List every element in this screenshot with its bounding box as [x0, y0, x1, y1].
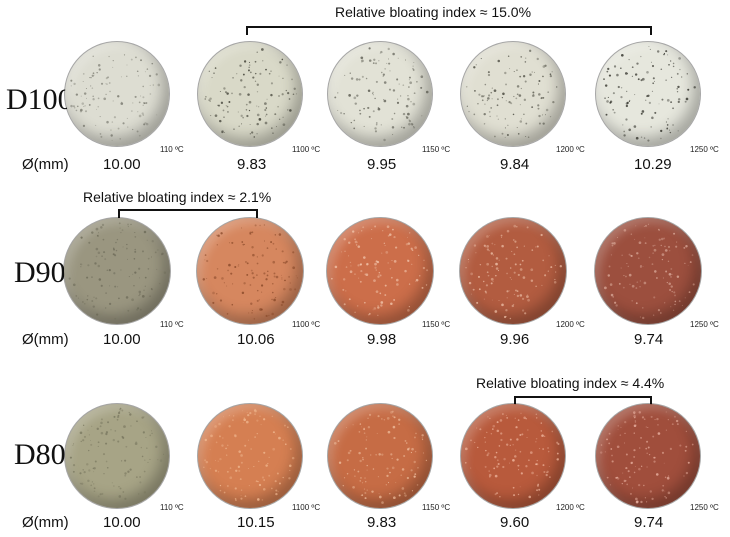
diameter-value: 9.83: [237, 156, 267, 173]
sample-sphere: [197, 218, 303, 324]
sphere-texture: [465, 49, 558, 139]
sphere-texture: [202, 224, 298, 320]
sample-sphere: [198, 404, 302, 508]
sphere-texture: [464, 412, 560, 499]
sphere-texture: [334, 47, 429, 142]
diameter-prefix: Ø(mm): [22, 156, 69, 173]
bracket-tick: [118, 209, 120, 218]
sample-sphere: [64, 218, 170, 324]
bloating-index-label: Relative bloating index ≈ 4.4%: [476, 375, 665, 391]
temperature-label: 1250 ºC: [690, 320, 719, 329]
temperature-label: 1150 ºC: [422, 503, 451, 512]
temperature-label: 1200 ºC: [556, 503, 585, 512]
diameter-prefix: Ø(mm): [22, 331, 69, 348]
sample-sphere: [596, 42, 700, 146]
bracket-tick: [650, 26, 652, 35]
temperature-label: 110 ºC: [160, 145, 184, 154]
diameter-value: 9.74: [634, 331, 664, 348]
sample-sphere: [596, 404, 700, 508]
diameter-value: 10.06: [237, 331, 275, 348]
sphere-texture: [69, 407, 165, 500]
temperature-label: 1150 ºC: [422, 320, 451, 329]
sphere-texture: [600, 411, 694, 504]
bloating-index-label: Relative bloating index ≈ 2.1%: [83, 189, 272, 205]
temperature-label: 1100 ºC: [292, 145, 321, 154]
sample-sphere: [65, 404, 169, 508]
diameter-value: 9.83: [367, 514, 397, 531]
bracket-line: [246, 26, 652, 28]
sample-sphere: [460, 218, 566, 324]
sample-sphere: [328, 42, 432, 146]
sphere-texture: [604, 223, 695, 320]
diameter-value: 9.95: [367, 156, 397, 173]
bracket-tick: [514, 396, 516, 405]
diameter-value: 9.74: [634, 514, 664, 531]
diameter-value: 10.00: [103, 156, 141, 173]
temperature-label: 1250 ºC: [690, 503, 719, 512]
diameter-value: 9.98: [367, 331, 397, 348]
diameter-value: 9.60: [500, 514, 530, 531]
sphere-texture: [333, 410, 428, 504]
sample-sphere: [595, 218, 701, 324]
diameter-value: 10.00: [103, 331, 141, 348]
sphere-texture: [331, 225, 429, 316]
sphere-texture: [204, 48, 297, 138]
sphere-texture: [203, 408, 295, 501]
diameter-value: 10.29: [634, 156, 672, 173]
diameter-value: 9.96: [500, 331, 530, 348]
temperature-label: 1200 ºC: [556, 145, 585, 154]
diameter-value: 9.84: [500, 156, 530, 173]
sphere-texture: [68, 222, 167, 320]
diameter-value: 10.00: [103, 514, 141, 531]
row-label-d100: D100: [6, 83, 73, 116]
bracket-tick: [256, 209, 258, 218]
sample-sphere: [461, 404, 565, 508]
temperature-label: 1200 ºC: [556, 320, 585, 329]
temperature-label: 1100 ºC: [292, 503, 321, 512]
bracket-line: [118, 209, 258, 211]
temperature-label: 1150 ºC: [422, 145, 451, 154]
sphere-texture: [465, 224, 562, 320]
diameter-prefix: Ø(mm): [22, 514, 69, 531]
sample-sphere: [328, 404, 432, 508]
sphere-texture: [603, 46, 696, 142]
row-label-d90: D90: [14, 256, 66, 289]
diameter-value: 10.15: [237, 514, 275, 531]
temperature-label: 110 ºC: [160, 320, 184, 329]
sample-sphere: [198, 42, 302, 146]
bloating-index-label: Relative bloating index ≈ 15.0%: [335, 4, 532, 20]
sample-sphere: [327, 218, 433, 324]
sample-sphere: [65, 42, 169, 146]
temperature-label: 1250 ºC: [690, 145, 719, 154]
row-label-d80: D80: [14, 438, 66, 471]
sphere-texture: [70, 54, 161, 141]
temperature-label: 1100 ºC: [292, 320, 321, 329]
bracket-tick: [246, 26, 248, 35]
sample-sphere: [461, 42, 565, 146]
temperature-label: 110 ºC: [160, 503, 184, 512]
bracket-line: [514, 396, 652, 398]
bracket-tick: [650, 396, 652, 405]
